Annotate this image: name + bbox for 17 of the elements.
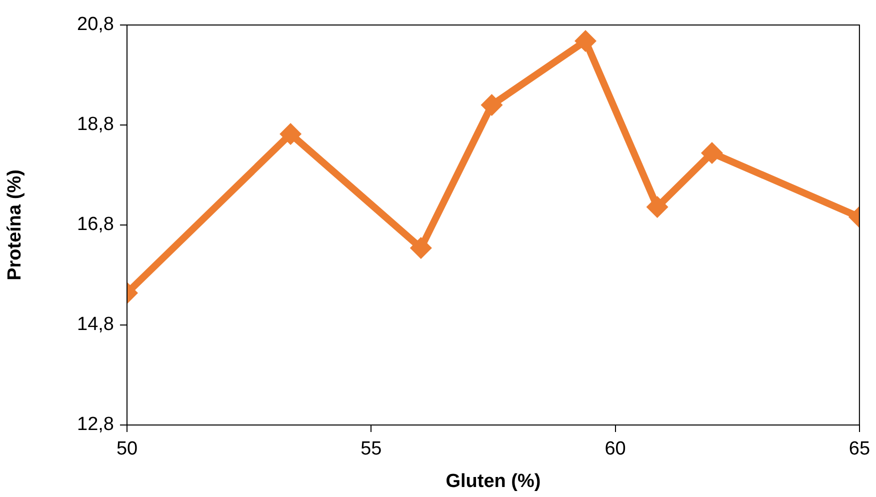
point <box>646 196 668 218</box>
y-axis-title: Proteína (%) <box>4 170 26 280</box>
x-axis-title: Gluten (%) <box>446 470 541 492</box>
point <box>410 237 432 259</box>
x-tick-label: 50 <box>116 438 138 460</box>
point <box>280 123 302 145</box>
point <box>574 30 597 52</box>
x-tick-label: 60 <box>604 438 626 460</box>
x-tick-label: 65 <box>848 438 870 460</box>
y-tick-label: 20,8 <box>77 14 114 36</box>
point <box>480 94 503 116</box>
x-tick-label: 55 <box>360 438 382 460</box>
y-tick-label: 12,8 <box>77 414 114 436</box>
y-tick-label: 14,8 <box>77 314 114 336</box>
y-tick-label: 18,8 <box>77 114 114 136</box>
y-tick-label: 16,8 <box>77 214 114 236</box>
point <box>700 142 723 164</box>
